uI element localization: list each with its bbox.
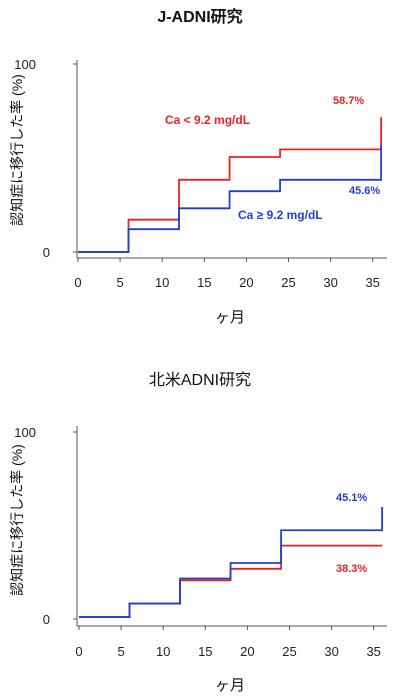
x-tick-label: 35: [365, 275, 379, 290]
series-label-blue: Ca ≥ 9.2 mg/dL: [238, 208, 323, 222]
y-axis-label: 認知症に移行した率 (%): [9, 444, 25, 596]
x-tick-label: 30: [324, 644, 338, 659]
series-line-blue: [79, 507, 384, 618]
y-tick-label: 100: [14, 57, 36, 72]
series-line-blue: [78, 145, 383, 253]
x-tick-label: 25: [282, 644, 296, 659]
end-value-label-red: 38.3%: [336, 563, 367, 575]
series-line-red: [79, 544, 383, 618]
end-value-label-blue: 45.1%: [336, 492, 367, 504]
x-axis-label: ヶ月: [215, 309, 245, 326]
y-tick-label: 0: [43, 245, 50, 260]
y-tick-label: 100: [14, 425, 36, 440]
y-axis-label: 認知症に移行した率 (%): [9, 74, 25, 226]
series-line-red: [78, 117, 383, 253]
end-value-label-blue: 45.6%: [349, 185, 380, 197]
x-tick-label: 5: [116, 275, 123, 290]
x-tick-label: 0: [75, 644, 82, 659]
chart-panel-north-america-adni: 北米ADNI研究 0 100 0 5 10 15 20 25 30 35 ヶ月 認知症に移行した率 (%…: [9, 371, 387, 694]
x-axis-label: ヶ月: [215, 677, 245, 694]
series-label-red: Ca < 9.2 mg/dL: [165, 113, 250, 127]
x-tick-label: 10: [156, 644, 170, 659]
chart-title: J-ADNI研究: [157, 7, 242, 26]
x-tick-label: 5: [117, 644, 124, 659]
x-tick-label: 20: [240, 644, 254, 659]
x-tick-label: 10: [155, 275, 169, 290]
x-tick-label: 35: [366, 644, 380, 659]
end-value-label-red: 58.7%: [333, 95, 364, 107]
chart-panel-j-adni: J-ADNI研究 0 100 0 5 10 15 20 25 30 35 ヶ月 認知症に移行した率 (%…: [9, 7, 387, 326]
chart-title: 北米ADNI研究: [149, 371, 251, 389]
x-tick-label: 30: [323, 275, 337, 290]
y-tick-label: 0: [43, 612, 50, 627]
x-tick-label: 15: [197, 275, 211, 290]
x-tick-label: 15: [198, 644, 212, 659]
x-tick-label: 25: [281, 275, 295, 290]
x-tick-label: 20: [239, 275, 253, 290]
x-tick-label: 0: [74, 275, 81, 290]
